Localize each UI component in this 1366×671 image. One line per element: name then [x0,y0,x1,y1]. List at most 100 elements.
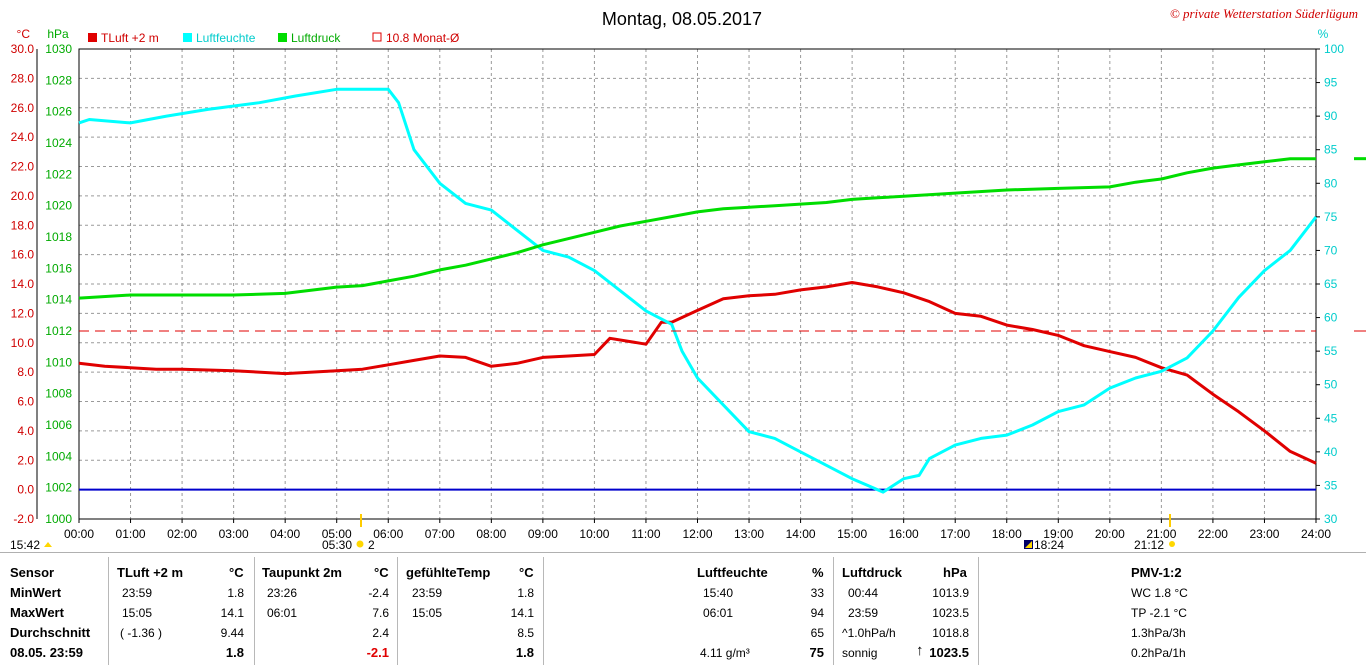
chart-legend: TLuft +2 m Luftfeuchte Luftdruck 10.8 Mo… [88,31,459,45]
pressure-tick-label: 1030 [45,42,72,56]
x-tick-label: 13:00 [734,527,764,541]
pressure-tick-label: 1018 [45,230,72,244]
pressure-tick-label: 1026 [45,105,72,119]
legend-swatch-temp [88,33,97,42]
x-tick-label: 00:00 [64,527,94,541]
temp-tick-label: 4.0 [17,424,34,438]
x-tick-label: 23:00 [1249,527,1279,541]
legend-label-humidity: Luftfeuchte [196,31,256,45]
sunset-label: 21:12 [1134,538,1164,552]
row-max-tluft-time: 15:05 [122,606,153,620]
legend-swatch-humidity [183,33,192,42]
humidity-tick-label: 75 [1324,210,1338,224]
row-avg-pmv: 1.3hPa/3h [1131,626,1186,640]
pressure-tick-label: 1016 [45,261,72,275]
row-avg-gef-val: 8.5 [517,626,534,640]
chart-title: Montag, 08.05.2017 [602,9,762,29]
row-current-abs-feuchte: 4.11 g/m³ [700,646,750,660]
temp-tick-label: 12.0 [11,306,35,320]
row-avg-feuchte-val: 65 [810,626,824,640]
temp-tick-label: 28.0 [11,71,35,85]
row-max-label: MaxWert [10,605,64,620]
row-max-pmv: TP -2.1 °C [1131,606,1187,620]
row-min-feuchte-val: 33 [810,586,824,600]
row-avg-tluft-time: ( -1.36 ) [120,626,163,640]
series-line-tluft-2-m [78,281,1317,465]
pressure-tick-label: 1028 [45,73,72,87]
humidity-tick-label: 70 [1324,243,1338,257]
header-gefuehlt-unit: °C [519,565,534,580]
row-min-pmv: WC 1.8 °C [1131,586,1188,600]
legend-label-monthly-avg: 10.8 Monat-Ø [386,31,459,45]
x-tick-label: 24:00 [1301,527,1331,541]
chart-series [78,87,1366,494]
humidity-tick-label: 40 [1324,445,1338,459]
pressure-tick-label: 1006 [45,418,72,432]
header-taupunkt-unit: °C [374,565,389,580]
x-tick-label: 14:00 [786,527,816,541]
pressure-trend-icon: ↑ [916,642,924,659]
temp-tick-label: 20.0 [11,189,35,203]
humidity-tick-label: 80 [1324,176,1338,190]
x-tick-label: 15:00 [837,527,867,541]
row-min-tluft-time: 23:59 [122,586,153,600]
humidity-tick-label: 50 [1324,378,1338,392]
row-max-gef-val: 14.1 [510,606,534,620]
pressure-unit-label: hPa [47,27,69,41]
x-tick-label: 21:00 [1146,527,1176,541]
row-avg-druck-val: 1018.8 [932,626,969,640]
sunrise-icon [356,540,364,548]
temp-tick-label: 2.0 [17,453,34,467]
row-current-label: 08.05. 23:59 [10,645,84,660]
header-tluft: TLuft +2 m [117,565,184,580]
header-druck-unit: hPa [943,565,967,580]
pressure-tick-label: 1012 [45,324,72,338]
row-current-druck: 1023.5 [929,645,969,660]
humidity-tick-label: 65 [1324,277,1338,291]
row-max-tluft-val: 14.1 [220,606,244,620]
event-icon-moon [1025,541,1032,548]
row-current-pmv: 0.2hPa/1h [1131,646,1186,660]
legend-swatch-pressure [278,33,287,42]
header-sensor: Sensor [10,565,55,580]
row-current-tluft: 1.8 [225,645,244,660]
x-tick-label: 07:00 [425,527,455,541]
pressure-tick-label: 1000 [45,512,72,526]
x-tick-label: 18:00 [992,527,1022,541]
station-credit: © private Wetterstation Süderlügum [1170,6,1358,21]
row-avg-label: Durchschnitt [10,625,91,640]
x-tick-label: 17:00 [940,527,970,541]
temp-tick-label: 10.0 [11,336,35,350]
pressure-tick-label: 1010 [45,355,72,369]
row-min-gef-val: 1.8 [517,586,534,600]
row-min-druck-val: 1013.9 [932,586,969,600]
temp-tick-label: 24.0 [11,130,35,144]
series-line-luftfeuchte [78,87,1318,494]
legend-label-temp: TLuft +2 m [101,31,159,45]
temp-tick-label: 0.0 [17,483,34,497]
chart-grid [79,49,1316,519]
temp-tick-label: 22.0 [11,160,35,174]
statistics-table: Sensor TLuft +2 m °C Taupunkt 2m °C gefü… [0,552,1366,671]
series-line-luftdruck [78,157,1316,300]
row-max-feuchte-time: 06:01 [703,606,734,620]
x-tick-label: 06:00 [373,527,403,541]
temp-tick-label: 26.0 [11,101,35,115]
x-tick-label: 04:00 [270,527,300,541]
header-pmv: PMV-1:2 [1131,565,1182,580]
x-tick-label: 12:00 [682,527,712,541]
row-max-druck-val: 1023.5 [932,606,969,620]
header-feuchte-unit: % [812,565,824,580]
row-current-wetter: sonnig [842,646,878,660]
humidity-tick-label: 85 [1324,143,1338,157]
legend-swatch-monthly-avg [372,32,382,42]
x-tick-label: 08:00 [476,527,506,541]
temp-tick-label: 14.0 [11,277,35,291]
pressure-tick-label: 1002 [45,481,72,495]
temp-tick-label: 8.0 [17,365,34,379]
row-max-tau-time: 06:01 [267,606,298,620]
weather-chart: 00:00 01:00 02:00 03:00 04:00 05:00 06:00 07:00… [10,6,1366,552]
row-min-tau-val: -2.4 [368,586,389,600]
row-min-gef-time: 23:59 [412,586,443,600]
pressure-tick-label: 1008 [45,387,72,401]
